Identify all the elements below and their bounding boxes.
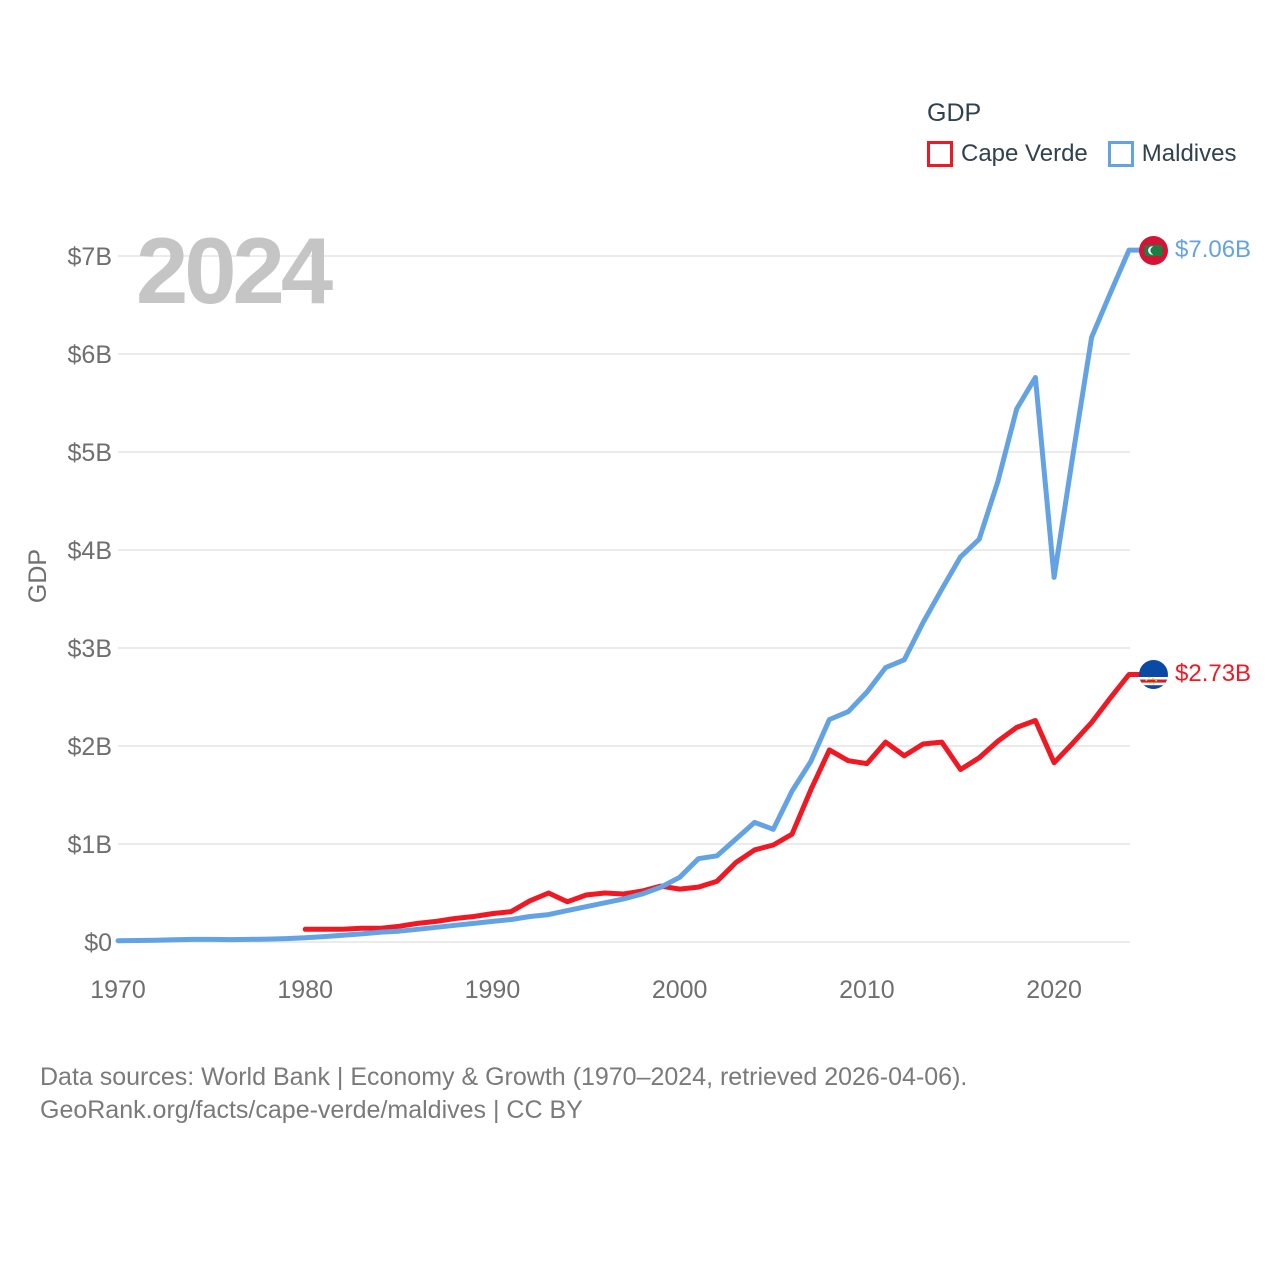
svg-text:1970: 1970 (90, 976, 146, 1004)
svg-text:$4B: $4B (68, 537, 112, 565)
svg-text:1990: 1990 (465, 976, 521, 1004)
svg-text:$0: $0 (84, 929, 112, 957)
legend-items: Cape Verde Maldives (927, 140, 1236, 168)
legend-item-cape-verde[interactable]: Cape Verde (927, 140, 1088, 168)
end-value-label: $7.06B (1175, 236, 1252, 264)
maldives-swatch-icon (1107, 141, 1134, 167)
end-value-label: $2.73B (1175, 660, 1252, 688)
end-label-cape-verde: $2.73B (1139, 659, 1252, 689)
svg-text:2010: 2010 (839, 976, 895, 1004)
svg-text:2000: 2000 (652, 976, 708, 1004)
legend-title: GDP (927, 99, 982, 127)
cape-verde-swatch-icon (927, 141, 953, 167)
footer-line-2: GeoRank.org/facts/cape-verde/maldives | … (40, 1096, 583, 1124)
svg-text:$6B: $6B (68, 341, 112, 369)
svg-text:2020: 2020 (1026, 976, 1082, 1004)
y-axis-title: GDP (24, 549, 52, 603)
y-axis-tick-labels: $0 $1B $2B $3B $4B $5B $6B $7B (68, 243, 112, 957)
footer-attribution: Data sources: World Bank | Economy & Gro… (40, 1061, 967, 1127)
gridlines (118, 255, 1130, 943)
svg-text:$5B: $5B (68, 439, 112, 467)
maldives-flag-icon (1139, 235, 1168, 265)
legend: GDP Cape Verde Maldives (927, 99, 1236, 168)
watermark: 2024 (136, 218, 333, 323)
svg-text:$3B: $3B (68, 635, 112, 663)
footer-line-1: Data sources: World Bank | Economy & Gro… (40, 1063, 968, 1091)
legend-item-label: Cape Verde (961, 140, 1088, 167)
x-axis-tick-labels: 1970 1980 1990 2000 2010 2020 (90, 976, 1082, 1004)
svg-text:$1B: $1B (68, 831, 112, 859)
svg-text:1980: 1980 (277, 976, 333, 1004)
series-lines (115, 247, 1151, 944)
legend-item-maldives[interactable]: Maldives (1107, 140, 1237, 168)
svg-text:$2B: $2B (68, 733, 112, 761)
cape-verde-flag-icon (1139, 659, 1168, 689)
svg-text:$7B: $7B (68, 243, 112, 271)
legend-item-label: Maldives (1141, 140, 1237, 167)
chart-svg[interactable]: 2024 $0 $1B $2B $3B $4B $5B $6B $7B 1970 1980 199… (0, 0, 1280, 1040)
end-label-maldives: $7.06B (1139, 235, 1252, 265)
